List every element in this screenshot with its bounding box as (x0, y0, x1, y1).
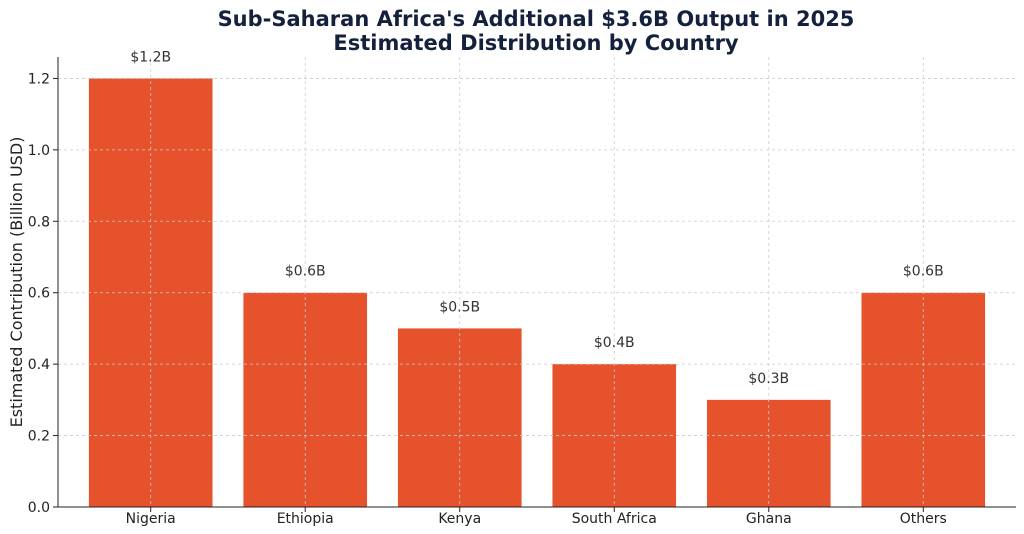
y-tick-label: 1.2 (28, 71, 50, 87)
y-tick-label: 0.6 (28, 286, 50, 302)
data-label: $0.4B (594, 335, 635, 351)
data-label: $0.5B (439, 299, 480, 315)
x-tick-label: Nigeria (126, 511, 176, 527)
x-tick-label: South Africa (572, 511, 657, 527)
axes (53, 57, 1016, 512)
y-tick-label: 0.0 (28, 500, 50, 516)
y-tick-label: 1.0 (28, 143, 50, 159)
y-tick-label: 0.4 (28, 357, 50, 373)
chart-subtitle: Estimated Distribution by Country (333, 31, 739, 55)
data-label: $0.6B (285, 264, 326, 280)
data-label: $0.6B (903, 264, 944, 280)
y-tick-label: 0.8 (28, 214, 50, 230)
x-tick-label: Ghana (746, 511, 792, 527)
x-tick-label: Ethiopia (277, 511, 334, 527)
y-axis-label: Estimated Contribution (Billion USD) (7, 137, 26, 428)
x-tick-label: Others (900, 511, 947, 527)
x-tick-label: Kenya (438, 511, 481, 527)
data-label: $1.2B (130, 49, 171, 65)
data-label: $0.3B (748, 371, 789, 387)
y-tick-label: 0.2 (28, 429, 50, 445)
labels: 0.0 0.2 0.4 0.6 0.8 1.0 1.2 $1.2B Nigeria $0.6B Et… (28, 49, 947, 527)
chart-title: Sub-Saharan Africa's Additional $3.6B Ou… (218, 7, 855, 31)
